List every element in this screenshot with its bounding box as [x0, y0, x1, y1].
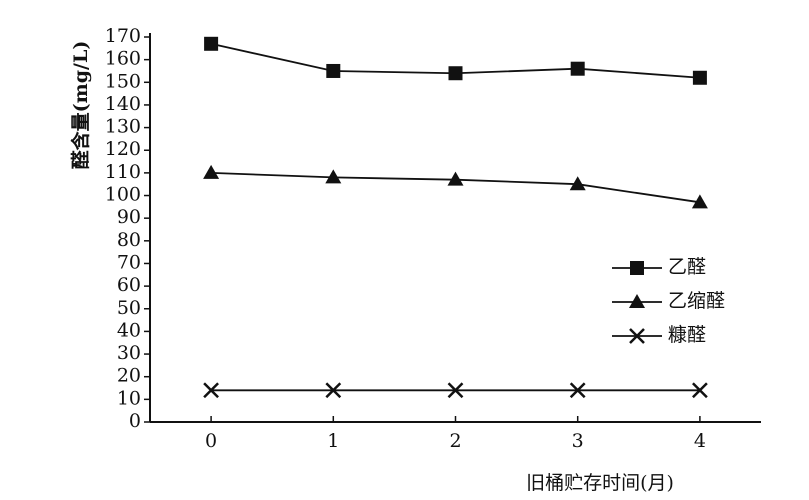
- y-tick-label: 60: [117, 274, 141, 296]
- marker-triangle: [629, 294, 645, 308]
- marker-x: [447, 382, 464, 399]
- y-tick-label: 30: [117, 342, 141, 364]
- marker-x: [569, 382, 586, 399]
- marker-x: [203, 382, 219, 399]
- y-tick-label: 80: [117, 229, 141, 251]
- x-tick-label: 0: [205, 430, 217, 452]
- y-axis-label: 醛含量(mg/L): [69, 41, 92, 170]
- x-tick-label: 2: [449, 430, 461, 452]
- y-tick-label: 100: [105, 184, 141, 206]
- x-tick-label: 4: [694, 430, 706, 452]
- marker-triangle: [447, 171, 464, 186]
- marker-triangle: [325, 169, 342, 184]
- y-tick-label: 160: [105, 48, 141, 70]
- marker-triangle: [569, 176, 586, 191]
- legend-label: 糠醛: [668, 323, 706, 346]
- marker-triangle: [691, 194, 708, 209]
- y-tick-label: 40: [117, 319, 141, 341]
- y-tick-label: 90: [117, 206, 141, 228]
- y-tick-label: 0: [129, 410, 141, 432]
- y-tick-label: 50: [117, 297, 141, 319]
- y-tick-label: 110: [105, 161, 141, 183]
- x-axis-label: 旧桶贮存时间(月): [526, 472, 674, 494]
- marker-square: [204, 36, 219, 51]
- x-tick-label: 3: [572, 430, 584, 452]
- marker-square: [692, 70, 707, 85]
- marker-x: [325, 382, 342, 399]
- marker-square: [448, 66, 463, 81]
- marker-triangle: [203, 164, 220, 179]
- x-tick-label: 1: [327, 430, 339, 452]
- y-tick-label: 150: [105, 70, 141, 92]
- y-tick-label: 10: [117, 387, 141, 409]
- y-tick-label: 70: [117, 251, 141, 273]
- marker-x: [692, 382, 708, 399]
- y-tick-label: 140: [105, 93, 141, 115]
- marker-square: [630, 261, 644, 275]
- y-tick-label: 20: [117, 365, 141, 387]
- legend-label: 乙缩醛: [668, 290, 725, 312]
- y-tick-label: 170: [105, 25, 141, 47]
- marker-x: [629, 328, 645, 344]
- y-tick-label: 130: [105, 116, 141, 138]
- marker-square: [570, 61, 585, 76]
- y-tick-label: 120: [105, 138, 141, 160]
- legend-label: 乙醛: [668, 256, 706, 278]
- marker-square: [326, 63, 341, 78]
